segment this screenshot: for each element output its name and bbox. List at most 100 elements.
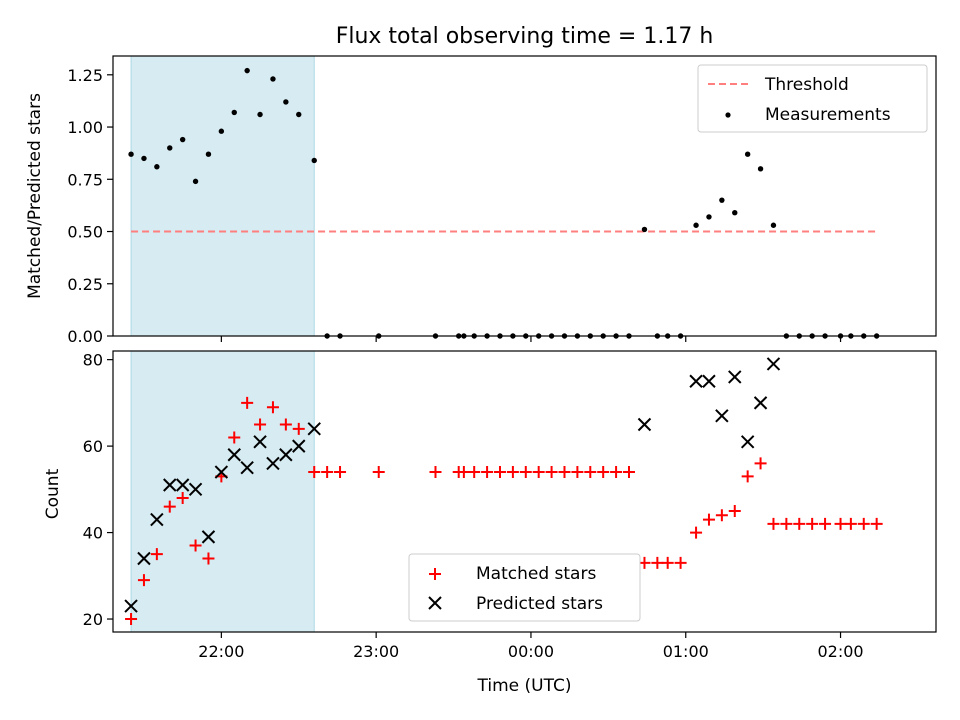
ratio-axes-frame (112, 55, 937, 337)
x-tick-label: 00:00 (508, 642, 554, 661)
matched-point (189, 539, 202, 552)
matched-point (334, 466, 347, 479)
measurement-point (192, 178, 199, 185)
x-axis-label: Time (UTC) (477, 676, 572, 696)
predicted-point (637, 417, 652, 432)
matched-point (870, 517, 883, 530)
matched-point (254, 418, 267, 431)
matched-point (819, 517, 832, 530)
matched-point (610, 466, 623, 479)
figure-title: Flux total observing time = 1.17 h (336, 24, 714, 49)
matched-point (429, 466, 442, 479)
ratio-y-axis-label: Matched/Predicted stars (25, 93, 45, 299)
measurement-point (270, 76, 276, 82)
measurement-point (128, 151, 134, 157)
ratio-y-tick-label: 0.25 (67, 275, 103, 294)
measurement-point (218, 128, 225, 134)
x-tick-label: 23:00 (353, 642, 399, 661)
matched-point (584, 466, 597, 479)
measurements-legend-swatch (725, 112, 731, 118)
matched-point (834, 517, 847, 530)
matched-point (767, 517, 780, 530)
threshold-legend-label: Threshold (764, 75, 849, 95)
measurement-point (744, 151, 751, 157)
predicted-point (201, 530, 216, 544)
measurement-point (706, 214, 712, 220)
matched-point (780, 517, 793, 530)
matched-point (372, 466, 385, 479)
matched-point (202, 552, 215, 565)
matched-legend-swatch (429, 568, 441, 580)
predicted-point (214, 465, 229, 479)
predicted-point (240, 461, 254, 475)
matched-point (176, 491, 189, 504)
measurement-point (244, 67, 250, 74)
predicted-point (740, 435, 755, 449)
predicted-point (279, 448, 293, 462)
predicted-point (124, 599, 138, 613)
matched-point (793, 517, 806, 530)
measurement-point (296, 111, 302, 118)
measurement-point (154, 164, 160, 170)
measurement-point (141, 155, 147, 162)
matched-point (597, 466, 610, 479)
measurement-point (205, 151, 212, 157)
measurement-point (179, 136, 186, 143)
matched-point (279, 418, 292, 431)
matched-point (519, 466, 532, 479)
matched-point (150, 548, 163, 561)
x-tick-label: 22:00 (198, 642, 244, 661)
count-y-tick-label: 20 (83, 610, 103, 629)
matched-point (532, 466, 545, 479)
ratio-y-tick-label: 0.00 (67, 327, 103, 346)
ratio-legend: Threshold Measurements (697, 64, 928, 133)
measurement-point (257, 111, 263, 118)
measurement-point (719, 197, 725, 203)
measurement-point (732, 210, 738, 216)
measurement-point (641, 226, 648, 233)
matched-point (545, 466, 558, 479)
ratio-plot: 0.00 0.25 0.50 0.75 1.00 1.25 (67, 55, 937, 346)
predicted-point (728, 370, 742, 384)
measurement-point (693, 222, 699, 228)
predicted-point (753, 396, 768, 410)
count-y-tick-label: 40 (83, 524, 103, 543)
matched-point (651, 556, 664, 569)
matched-point (661, 556, 674, 569)
matched-point (163, 500, 176, 513)
measurement-point (311, 157, 317, 164)
matched-point (493, 466, 506, 479)
predicted-point (715, 409, 729, 423)
matched-point (806, 517, 819, 530)
matched-point (715, 509, 728, 522)
matched-point (506, 466, 519, 479)
x-tick-label: 02:00 (817, 642, 863, 661)
predicted-point (292, 439, 306, 453)
ratio-y-tick-label: 0.75 (67, 170, 103, 189)
predicted-point (689, 374, 703, 388)
predicted-point (766, 357, 781, 371)
matched-point (292, 422, 305, 435)
predicted-point (253, 435, 267, 449)
matched-point (457, 466, 470, 479)
predicted-point (175, 478, 190, 492)
predicted-point (702, 374, 716, 388)
predicted-legend-swatch (428, 596, 442, 610)
measurement-point (757, 166, 764, 172)
measurement-point (283, 99, 289, 105)
predicted-legend-label: Predicted stars (476, 594, 603, 614)
count-y-axis-label: Count (43, 468, 63, 519)
count-legend: Matched stars Predicted stars (408, 553, 641, 622)
measurement-point (167, 145, 173, 151)
ratio-legend-box (697, 64, 928, 133)
ratio-y-tick-label: 1.25 (67, 66, 103, 85)
count-y-tick-label: 60 (83, 437, 103, 456)
matched-point (558, 466, 571, 479)
predicted-point (188, 482, 203, 497)
measurement-point (231, 109, 237, 116)
ratio-y-tick-label: 1.00 (67, 118, 103, 137)
matched-point (468, 466, 481, 479)
matched-point (308, 466, 321, 479)
matched-point (622, 466, 635, 479)
